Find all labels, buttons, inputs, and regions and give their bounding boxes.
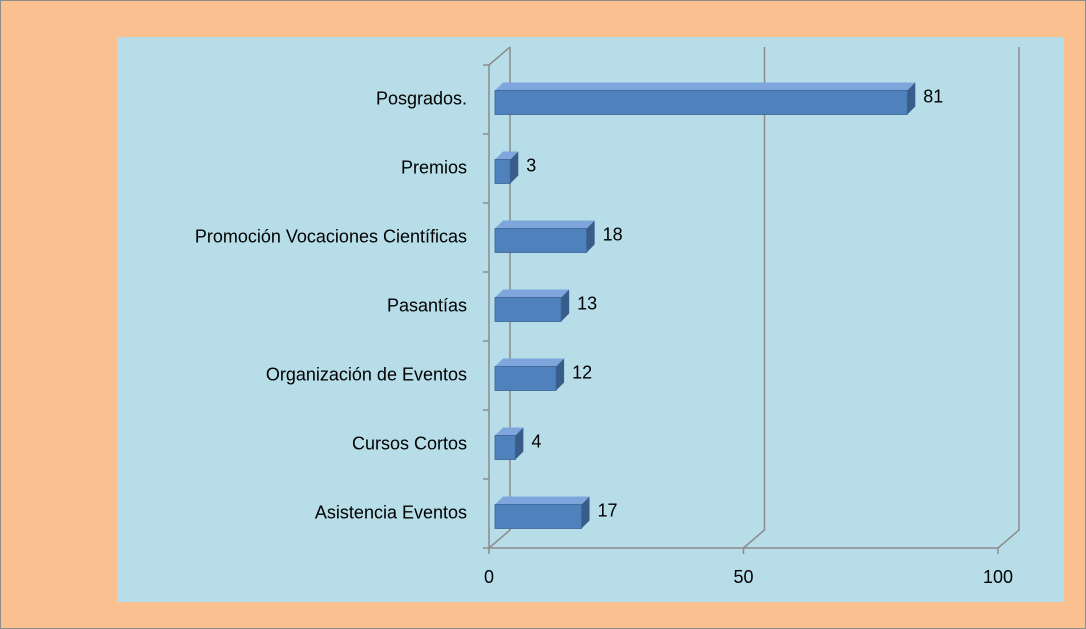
x-tick-label: 100 — [983, 567, 1013, 587]
value-label: 81 — [923, 86, 943, 106]
bar — [494, 228, 588, 253]
y-tick-label: Posgrados. — [376, 88, 467, 108]
bar — [494, 435, 516, 460]
x-tick-label: 50 — [733, 567, 753, 587]
bar-side — [515, 427, 524, 460]
bar-top — [495, 82, 916, 91]
grid-line — [488, 47, 511, 549]
bar — [494, 297, 562, 322]
bar-top — [495, 151, 519, 160]
bar-top — [495, 289, 570, 298]
value-label: 3 — [526, 155, 536, 175]
bar-side — [586, 220, 595, 253]
y-tick-label: Premios — [401, 157, 467, 177]
bar-side — [510, 151, 519, 184]
bar — [494, 159, 511, 184]
value-label: 4 — [531, 431, 541, 451]
bar-top — [495, 496, 590, 505]
value-label: 18 — [603, 224, 623, 244]
bar-side — [907, 82, 916, 115]
bar — [494, 366, 557, 391]
value-label: 12 — [572, 362, 592, 382]
y-tick-label: Promoción Vocaciones Científicas — [195, 226, 467, 246]
grid-line — [743, 47, 766, 549]
bar-side — [581, 496, 590, 529]
y-tick-label: Asistencia Eventos — [315, 502, 467, 522]
y-tick-label: Pasantías — [387, 295, 467, 315]
value-label: 17 — [598, 500, 618, 520]
y-tick-label: Organización de Eventos — [266, 364, 467, 384]
y-tick-label: Cursos Cortos — [352, 433, 467, 453]
wall-top-edge — [488, 46, 511, 66]
bar-side — [561, 289, 570, 322]
value-label: 13 — [577, 293, 597, 313]
bar-top — [495, 427, 524, 436]
x-tick-label: 0 — [484, 567, 494, 587]
bar-top — [495, 220, 595, 229]
grid-line — [997, 47, 1020, 549]
plot-area — [117, 37, 1064, 602]
bar — [494, 90, 908, 115]
bar-side — [556, 358, 565, 391]
bar — [494, 504, 582, 529]
bar-top — [495, 358, 565, 367]
